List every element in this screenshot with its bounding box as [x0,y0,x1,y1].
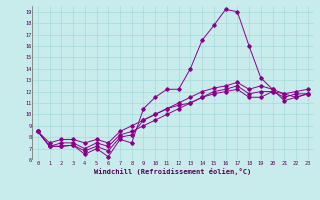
X-axis label: Windchill (Refroidissement éolien,°C): Windchill (Refroidissement éolien,°C) [94,168,252,175]
